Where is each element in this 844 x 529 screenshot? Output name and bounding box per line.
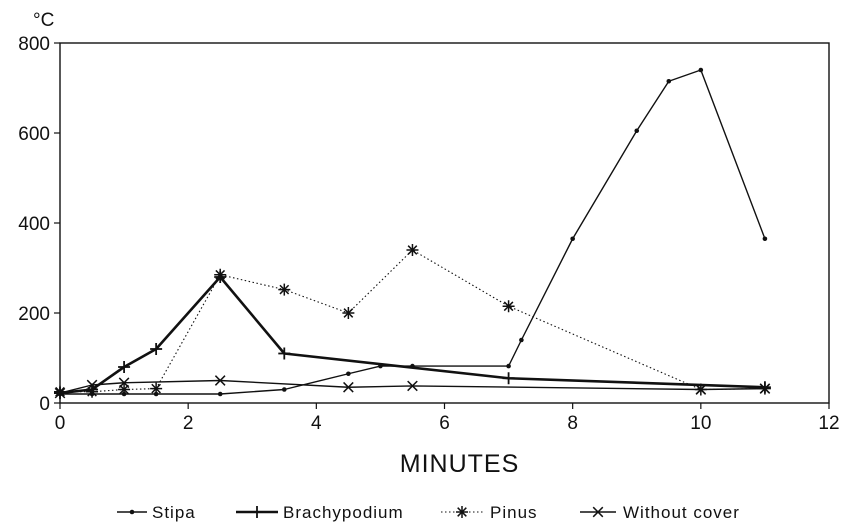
y-axis-unit-label: °C [33, 10, 54, 31]
asterisk-marker-d2 [457, 507, 467, 517]
x-marker-d2 [343, 381, 354, 393]
dot-marker [762, 236, 768, 242]
axes: 0 2 4 6 8 10 12 0 200 400 600 800 MINUTES °C [18, 10, 839, 478]
asterisk-marker [214, 268, 227, 281]
legend-label-brachypodium: Brachypodium [283, 503, 404, 522]
plus-marker [251, 506, 263, 518]
legend-label-stipa: Stipa [152, 503, 196, 522]
legend-label-without-cover: Without cover [623, 503, 740, 522]
dot-marker [129, 509, 135, 515]
series-line-stipa [60, 69, 766, 395]
dot-marker [570, 236, 575, 242]
series-line-without-cover [59, 379, 765, 394]
plus-marker [502, 372, 515, 385]
asterisk-marker-d2 [503, 301, 514, 312]
asterisk-marker [86, 385, 99, 398]
x-marker-d2 [214, 375, 226, 386]
asterisk-marker-d2 [55, 386, 65, 397]
series-brachypodium [54, 271, 771, 400]
dot-marker [634, 128, 640, 134]
dot-marker [519, 337, 524, 343]
dot-marker [281, 387, 287, 392]
x-marker [214, 375, 226, 386]
x-marker [759, 383, 771, 394]
asterisk-marker-d2 [343, 308, 354, 318]
x-tick-label: 0 [55, 413, 66, 434]
x-marker-d2 [86, 379, 98, 391]
plus-marker [118, 361, 131, 373]
series-line-pinus [60, 249, 765, 393]
x-tick-label: 2 [183, 413, 194, 434]
y-tick-label: 600 [18, 124, 50, 145]
x-tick-label: 6 [439, 413, 450, 434]
asterisk-marker [456, 506, 468, 518]
y-tick-label: 200 [18, 304, 50, 325]
asterisk-marker [406, 244, 419, 256]
x-tick-label: 10 [690, 413, 711, 434]
dot-marker [346, 371, 351, 377]
asterisk-marker [118, 383, 131, 396]
x-marker-d2 [695, 384, 707, 395]
dot-marker [666, 78, 672, 84]
x-marker [54, 387, 66, 399]
x-marker-d2 [407, 380, 418, 392]
asterisk-marker-d2 [279, 284, 290, 295]
series-pinus [54, 244, 771, 398]
legend-label-pinus: Pinus [490, 503, 538, 522]
plot-frame [59, 42, 830, 404]
asterisk-marker [342, 307, 355, 319]
legend-item-pinus: Pinus [441, 503, 538, 522]
x-marker-d2 [592, 506, 604, 518]
asterisk-marker [502, 300, 515, 313]
x-axis-title: MINUTES [400, 450, 520, 478]
x-marker-d2 [759, 383, 771, 394]
asterisk-marker [278, 283, 291, 296]
series-stipa [57, 67, 768, 397]
legend: Stipa Brachypodium Pinus Without cover [117, 503, 740, 522]
x-marker [695, 384, 707, 395]
plus-marker [278, 347, 291, 360]
x-marker [407, 380, 418, 392]
series-layer [54, 67, 771, 400]
x-tick-label: 4 [311, 413, 322, 434]
x-marker [118, 377, 130, 389]
x-marker [86, 379, 98, 391]
dot-marker [698, 67, 704, 73]
dot-marker [217, 391, 223, 397]
y-tick-label: 400 [18, 214, 50, 235]
y-tick-label: 800 [18, 34, 50, 55]
asterisk-marker-d2 [151, 383, 161, 394]
asterisk-marker-d2 [215, 269, 226, 280]
x-tick-label: 8 [567, 413, 578, 434]
plus-marker [150, 343, 163, 355]
x-marker [343, 381, 354, 393]
series-without-cover [54, 375, 771, 399]
x-marker [592, 506, 604, 518]
asterisk-marker [150, 382, 163, 395]
x-marker-d2 [118, 377, 130, 389]
series-line-brachypodium [59, 275, 765, 395]
legend-item-brachypodium: Brachypodium [236, 503, 404, 522]
dot-marker [506, 363, 511, 369]
asterisk-marker-d2 [407, 245, 418, 255]
x-tick-label: 12 [818, 413, 839, 434]
x-marker-d2 [54, 387, 66, 399]
y-tick-label: 0 [39, 394, 50, 415]
legend-item-stipa: Stipa [117, 503, 196, 522]
legend-item-without-cover: Without cover [580, 503, 740, 522]
